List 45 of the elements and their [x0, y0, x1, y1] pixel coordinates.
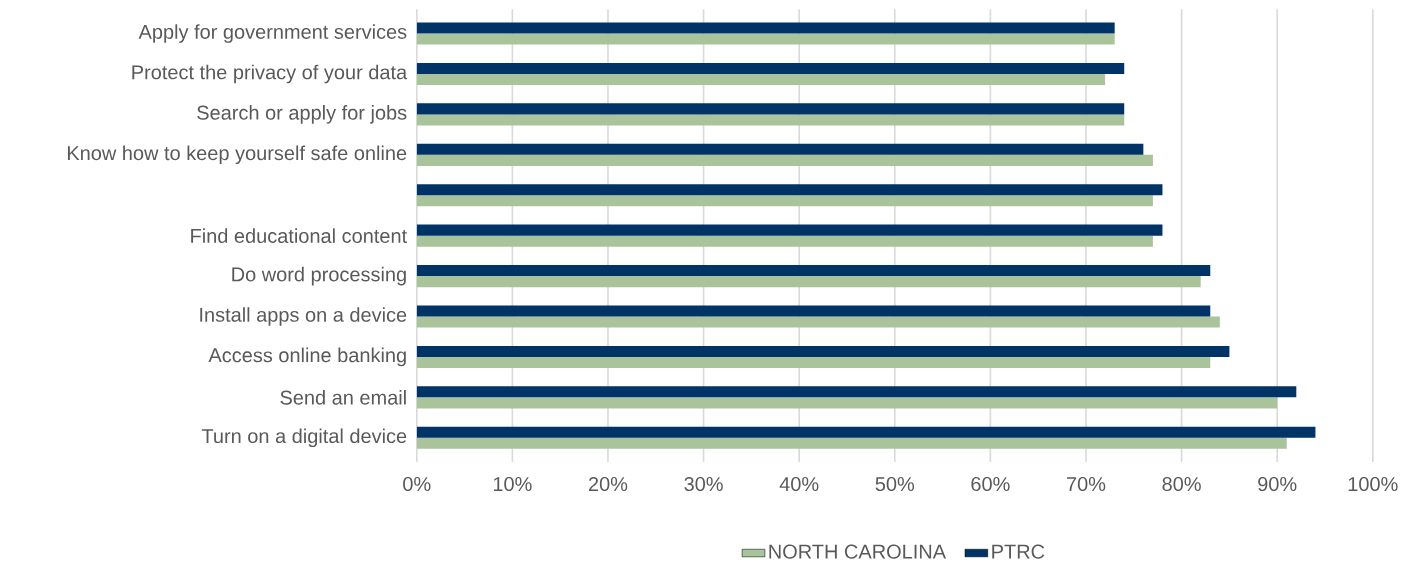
y-tick-label: Install apps on a device: [200, 307, 407, 326]
bar: [416, 426, 1316, 438]
bar: [416, 154, 1153, 166]
bar: [416, 22, 1115, 34]
y-tick-label: Search or apply for jobs: [197, 105, 407, 124]
bar: [416, 224, 1163, 236]
bar: [416, 74, 1106, 86]
bar: [416, 143, 1144, 155]
bar: [416, 276, 1201, 288]
x-tick-label: 30%: [684, 477, 723, 492]
bar: [416, 397, 1278, 409]
x-tick-label: 70%: [1067, 477, 1106, 492]
bar: [416, 265, 1211, 277]
bar: [416, 184, 1163, 196]
bar: [416, 33, 1115, 45]
y-tick-label: Access online banking: [208, 347, 406, 367]
x-tick-label: 80%: [1162, 477, 1201, 492]
legend-label: PTRC: [992, 544, 1045, 559]
bar: [416, 437, 1287, 449]
y-tick-label: Find educational content: [191, 228, 407, 244]
y-tick-label: Send an email: [280, 390, 406, 405]
x-tick-label: 40%: [779, 477, 819, 492]
bar: [416, 235, 1153, 247]
bar: [416, 316, 1220, 328]
x-tick-label: 20%: [588, 477, 628, 492]
x-tick-label: 100%: [1348, 477, 1398, 492]
bar: [416, 305, 1211, 317]
y-tick-label: Know how to keep yourself safe online: [67, 145, 407, 165]
y-tick-label: Do word processing: [232, 266, 406, 286]
y-tick-label: Protect the privacy of your data: [132, 64, 408, 84]
x-tick-label: 90%: [1258, 477, 1297, 492]
bar: [416, 63, 1125, 75]
y-tick-label: Apply for government services: [138, 24, 407, 43]
bar: [416, 114, 1125, 126]
bar: [416, 103, 1125, 115]
x-tick-label: 10%: [493, 477, 532, 492]
x-tick-label: 60%: [971, 477, 1010, 492]
legend-label: NORTH CAROLINA: [769, 544, 947, 559]
x-tick-label: 50%: [875, 477, 915, 492]
bar: [416, 386, 1297, 398]
bar: [416, 357, 1211, 369]
bar: [416, 195, 1153, 207]
x-tick-label: 0%: [403, 477, 431, 492]
y-tick-label: Turn on a digital device: [201, 428, 407, 448]
bar: [416, 345, 1230, 358]
